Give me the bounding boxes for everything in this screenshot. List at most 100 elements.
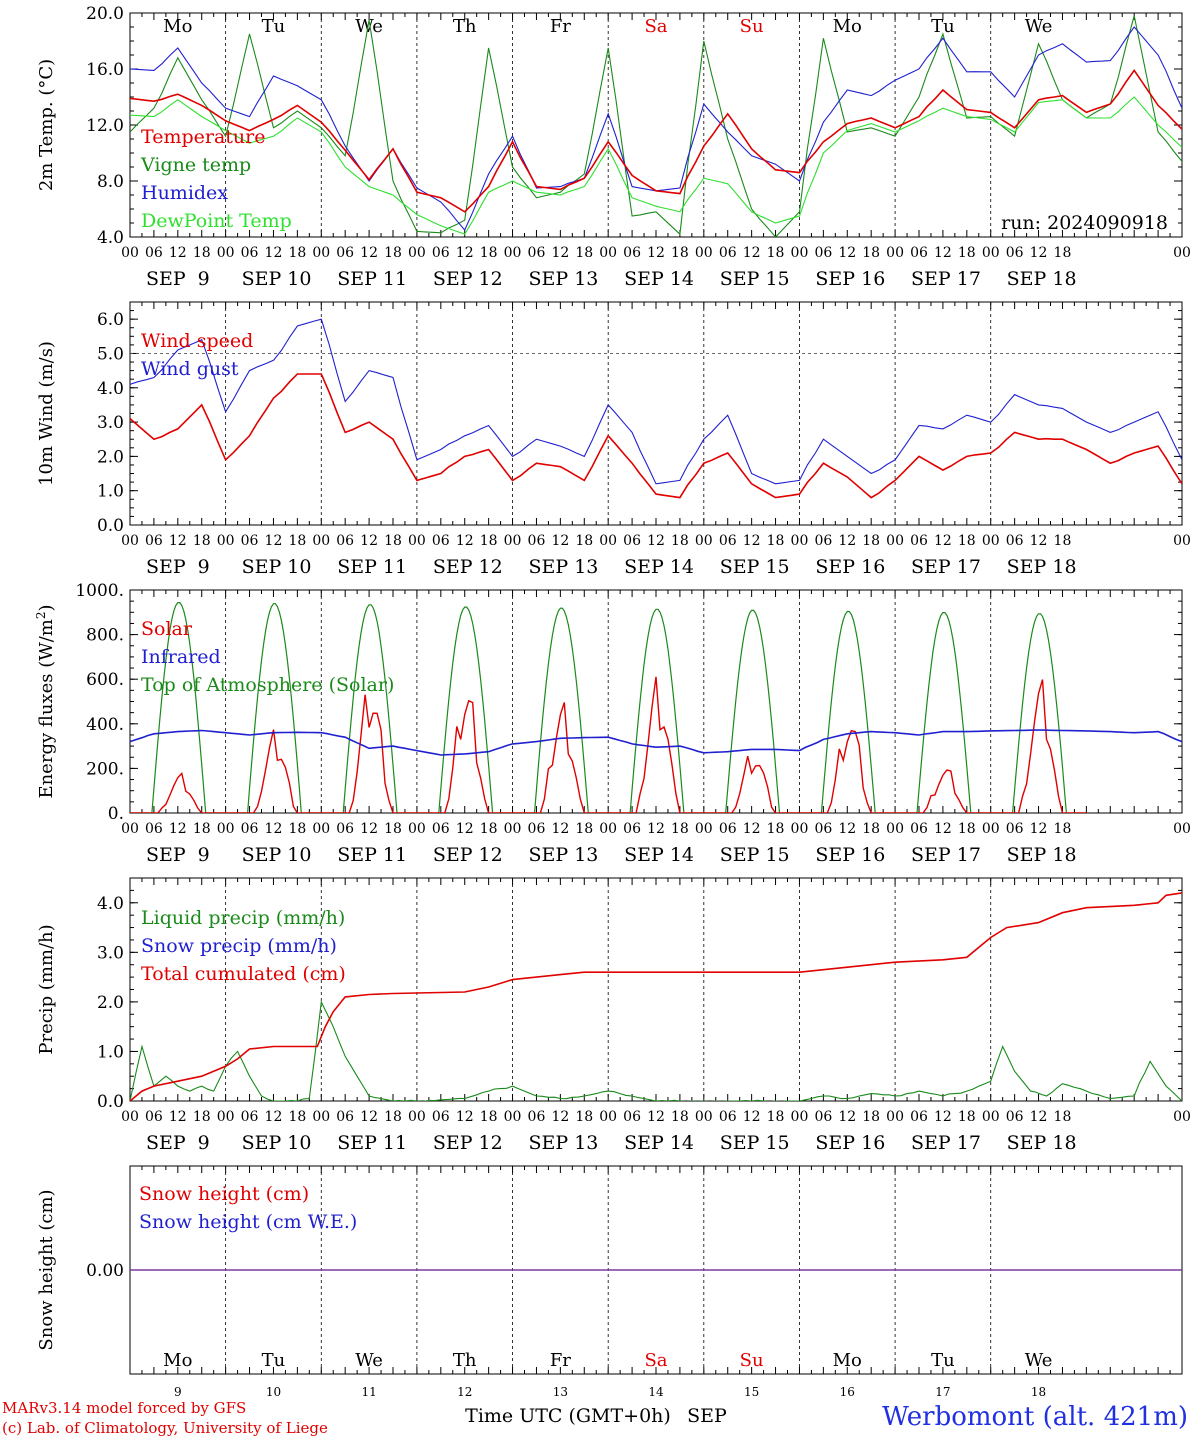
hour-tick-label: 18 — [958, 245, 976, 261]
hour-tick-label: 00 — [791, 1109, 809, 1125]
hour-tick-label: 06 — [623, 533, 641, 549]
day-name-mo: Mo — [163, 1350, 192, 1371]
hour-tick-label: 12 — [456, 245, 474, 261]
day-number-label: 12 — [457, 1385, 472, 1399]
hour-tick-label: 12 — [169, 821, 187, 837]
hour-tick-label: 06 — [910, 245, 928, 261]
y-tick-label: 1.0 — [97, 482, 124, 502]
hour-tick-label: 12 — [743, 1109, 761, 1125]
hour-tick-label: 00 — [599, 245, 617, 261]
hour-tick-label: 12 — [934, 533, 952, 549]
hour-tick-label: 06 — [432, 821, 450, 837]
legend-entry: Snow precip (mm/h) — [141, 935, 337, 957]
hour-tick-label: 18 — [862, 1109, 880, 1125]
hour-tick-label: 00 — [886, 1109, 904, 1125]
hour-tick-label: 06 — [336, 1109, 354, 1125]
hour-tick-label: 12 — [838, 245, 856, 261]
y-axis-label: Precip (mm/h) — [36, 924, 57, 1054]
series-group — [130, 602, 1182, 813]
date-label: SEP 11 — [337, 556, 407, 578]
y-tick-label: 200. — [86, 759, 124, 779]
hour-tick-label: 00 — [121, 533, 139, 549]
y-tick-label: 3.0 — [97, 943, 124, 963]
day-name-tu: Tu — [931, 1350, 955, 1371]
date-label: SEP 14 — [624, 556, 694, 578]
hour-tick-label: 06 — [336, 533, 354, 549]
hour-tick-label: 00 — [695, 821, 713, 837]
hour-tick-label: 00 — [599, 533, 617, 549]
hour-tick-label: 06 — [432, 245, 450, 261]
day-number-label: 15 — [744, 1385, 759, 1399]
series-dewpoint-templine — [130, 96, 1182, 235]
hour-tick-label: 00 — [886, 821, 904, 837]
legend-entry: Snow height (cm) — [139, 1183, 309, 1205]
y-tick-label: 12.0 — [86, 116, 124, 136]
hour-tick-label: 12 — [360, 821, 378, 837]
month-label: SEP — [687, 1405, 727, 1427]
hour-tick-label: 18 — [384, 821, 402, 837]
date-label: SEP 15 — [720, 844, 790, 866]
date-label: SEP 17 — [911, 268, 981, 290]
date-label: SEP 18 — [1007, 844, 1077, 866]
series-temperatureline — [130, 69, 1182, 213]
legend-entry: Vigne temp — [140, 154, 251, 176]
y-tick-label: 2.0 — [97, 993, 124, 1013]
hour-tick-label: 12 — [743, 821, 761, 837]
hour-tick-label: 12 — [647, 245, 665, 261]
y-axis-label: 2m Temp. (°C) — [36, 59, 57, 191]
hour-tick-label: 06 — [719, 533, 737, 549]
hour-tick-label: 06 — [432, 1109, 450, 1125]
hour-tick-label: 18 — [575, 821, 593, 837]
hour-tick-label: 12 — [647, 533, 665, 549]
hour-tick-label: 12 — [1030, 1109, 1048, 1125]
y-tick-label: 0. — [108, 804, 124, 824]
day-number-label: 17 — [935, 1385, 950, 1399]
hour-tick-label: 12 — [265, 245, 283, 261]
date-label: SEP 16 — [815, 844, 885, 866]
y-tick-label: 400. — [86, 715, 124, 735]
hour-tick-label: 00 — [408, 1109, 426, 1125]
legend-entry: Wind gust — [141, 358, 239, 380]
hour-tick-label: 00 — [695, 533, 713, 549]
day-name-su: Su — [740, 1350, 764, 1371]
y-axis-label: Energy fluxes (W/m2) — [34, 604, 57, 798]
hour-tick-label: 06 — [910, 533, 928, 549]
hour-tick-label: 00 — [982, 533, 1000, 549]
day-name-fr: Fr — [550, 1350, 571, 1371]
hour-tick-label: 06 — [623, 245, 641, 261]
hour-tick-label: 18 — [575, 245, 593, 261]
hour-tick-label: 12 — [1030, 533, 1048, 549]
y-tick-label: 0.0 — [97, 1092, 124, 1112]
day-name-we: We — [355, 16, 383, 37]
date-label: SEP 9 — [146, 268, 210, 290]
hour-tick-label: 12 — [743, 245, 761, 261]
hour-tick-label: 06 — [336, 245, 354, 261]
y-tick-label: 2.0 — [97, 447, 124, 467]
hour-tick-label: 00 — [982, 245, 1000, 261]
hour-tick-label: 18 — [767, 1109, 785, 1125]
hour-tick-label: 18 — [575, 1109, 593, 1125]
date-label: SEP 11 — [337, 1132, 407, 1154]
hour-tick-label: 00 — [1173, 533, 1191, 549]
hour-tick-label: 06 — [336, 821, 354, 837]
hour-tick-label: 12 — [743, 533, 761, 549]
hour-tick-label: 06 — [814, 245, 832, 261]
hour-tick-label: 12 — [1030, 245, 1048, 261]
date-label: SEP 11 — [337, 268, 407, 290]
date-label: SEP 12 — [433, 556, 503, 578]
footer-model-text: MARv3.14 model forced by GFS — [2, 1399, 247, 1417]
hour-tick-label: 18 — [193, 821, 211, 837]
hour-tick-label: 06 — [910, 821, 928, 837]
hour-tick-label: 00 — [982, 821, 1000, 837]
date-label: SEP 13 — [528, 844, 598, 866]
hour-tick-label: 18 — [480, 1109, 498, 1125]
hour-tick-label: 18 — [1054, 1109, 1072, 1125]
series-solar-line — [130, 676, 1087, 813]
date-label: SEP 13 — [528, 556, 598, 578]
hour-tick-label: 06 — [1006, 821, 1024, 837]
hour-tick-label: 00 — [312, 1109, 330, 1125]
date-label: SEP 16 — [815, 556, 885, 578]
y-tick-label: 800. — [86, 626, 124, 646]
date-label: SEP 18 — [1007, 1132, 1077, 1154]
date-label: SEP 15 — [720, 556, 790, 578]
